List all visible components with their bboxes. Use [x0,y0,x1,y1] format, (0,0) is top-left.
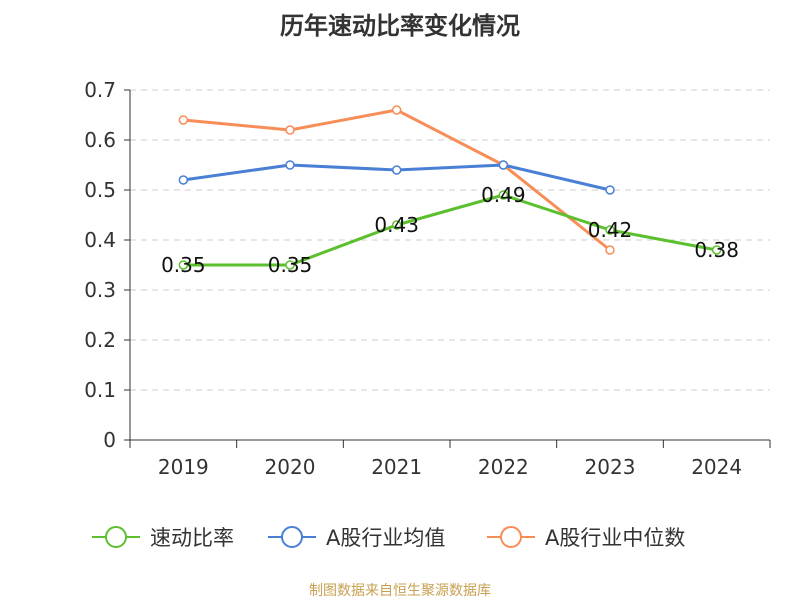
legend-label: 速动比率 [150,526,234,550]
data-point [178,175,189,185]
data-label: 0.42 [588,218,633,242]
data-label: 0.35 [268,253,313,277]
data-point [498,160,509,170]
data-point [391,165,402,175]
axes: 0 0.1 0.2 0.3 0.4 0.5 0.6 0.7 2019 2020 2021 2022 20… [84,78,771,479]
data-point [178,260,189,270]
data-point [391,105,402,115]
source-note: 制图数据来自恒生聚源数据库 [309,583,491,599]
data-point [711,245,722,255]
y-tick-label: 0.4 [84,228,116,252]
legend: 速动比率 A股行业均值 A股行业中位数 [92,526,685,550]
legend-marker [281,526,303,548]
x-tick-label: 2020 [265,455,316,479]
series-lines [178,105,722,270]
data-point [178,115,189,125]
y-tick-label: 0.5 [84,178,116,202]
chart-title: 历年速动比率变化情况 [280,12,520,40]
y-tick-label: 0 [103,428,116,452]
y-tick-label: 0.3 [84,278,116,302]
legend-marker [500,526,522,548]
legend-label: A股行业中位数 [545,526,685,550]
y-tick-label: 0.2 [84,328,116,352]
data-point [285,125,295,135]
data-point [605,225,615,235]
series-line [183,193,717,267]
data-point [605,185,615,195]
grid [130,89,770,391]
x-tick-label: 2019 [158,455,209,479]
x-tick-label: 2023 [585,455,636,479]
data-label: 0.49 [481,183,526,207]
data-point [605,245,615,255]
data-point [498,190,509,200]
y-tick-label: 0.7 [84,78,116,102]
legend-label: A股行业均值 [326,526,445,550]
legend-marker [105,526,127,548]
x-tick-label: 2024 [691,455,742,479]
data-label: 0.43 [374,213,419,237]
data-label: 0.38 [694,238,739,262]
y-tick-label: 0.1 [84,378,116,402]
x-tick-label: 2021 [371,455,422,479]
data-labels: 0.35 0.35 0.43 0.49 0.42 0.38 [161,183,739,277]
data-point [391,220,402,230]
data-point [285,260,295,270]
data-label: 0.35 [161,253,206,277]
x-tick-label: 2022 [478,455,529,479]
y-tick-label: 0.6 [84,128,116,152]
data-point [285,160,295,170]
